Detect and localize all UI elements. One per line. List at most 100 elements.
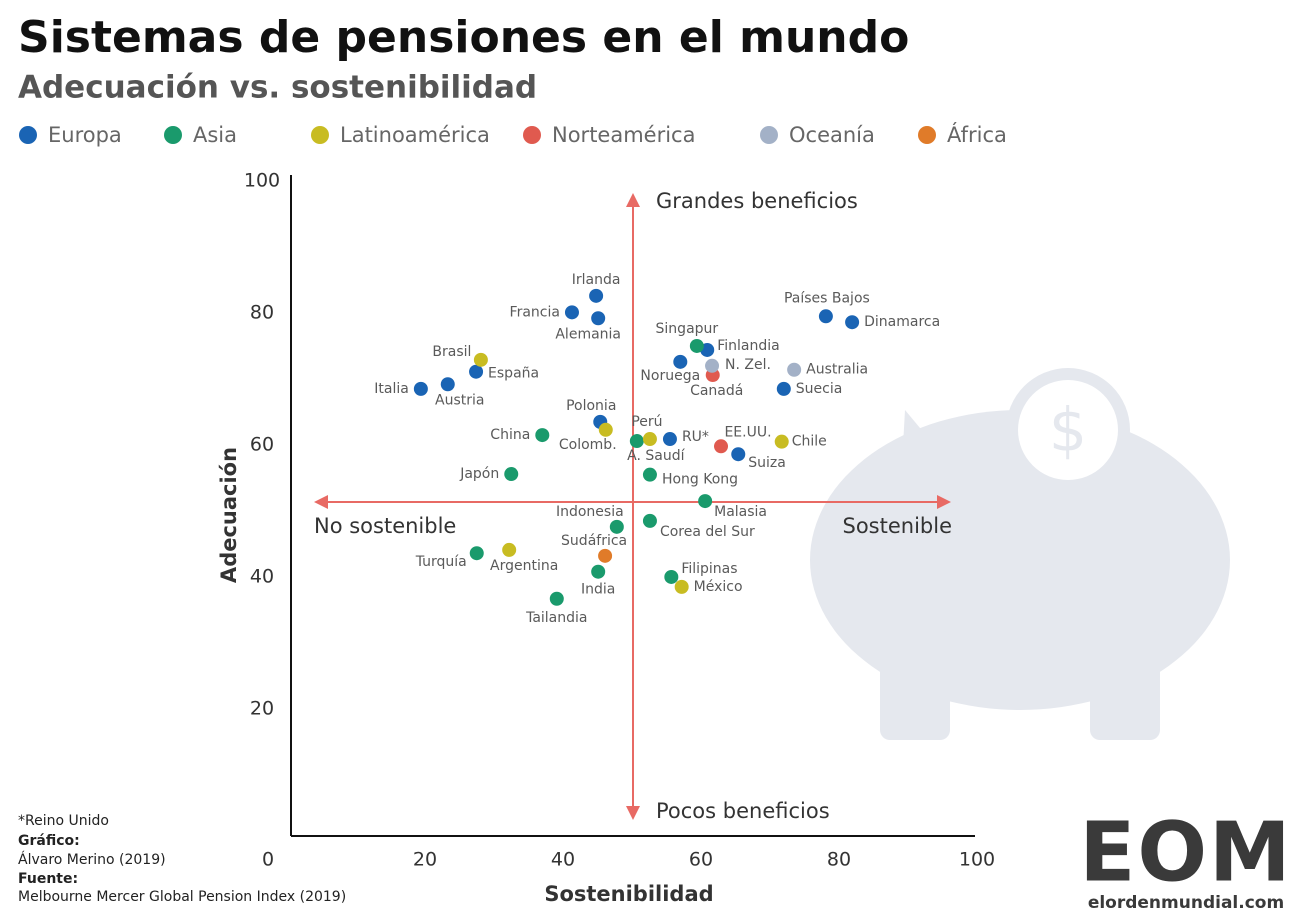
legend-marker — [311, 126, 329, 144]
point-label: Turquía — [415, 554, 467, 570]
point — [673, 354, 688, 369]
legend-label: Europa — [48, 123, 122, 147]
point-label: Francia — [510, 304, 560, 320]
point-label: Suecia — [796, 381, 843, 397]
point-label: Irlanda — [572, 272, 621, 288]
point — [589, 288, 604, 303]
point-label: Canadá — [690, 383, 743, 399]
point — [473, 352, 488, 367]
point-label: Colomb. — [559, 437, 617, 453]
point — [598, 548, 613, 563]
legend-label: Asia — [193, 123, 237, 147]
legend-marker — [164, 126, 182, 144]
footer-text: Álvaro Merino (2019) — [18, 851, 166, 868]
point-label: Alemania — [555, 326, 621, 342]
point-label: China — [490, 427, 530, 443]
point-label: Chile — [792, 434, 827, 450]
x-axis-label: Sostenibilidad — [544, 882, 713, 906]
footnote: *Reino Unido — [18, 813, 109, 829]
point-label: N. Zel. — [725, 357, 771, 373]
point — [774, 434, 789, 449]
point-label: Brasil — [432, 344, 471, 360]
y-tick-label: 40 — [250, 566, 274, 588]
point — [714, 439, 729, 454]
x-tick-label: 80 — [827, 849, 851, 871]
coin-symbol: $ — [1049, 396, 1087, 466]
point — [591, 564, 606, 579]
point-label: Indonesia — [556, 504, 624, 520]
point — [502, 542, 517, 557]
point-label: Italia — [374, 381, 409, 397]
point-label: Tailandia — [525, 610, 587, 626]
point — [591, 311, 606, 326]
point-label: Filipinas — [681, 561, 737, 577]
point — [469, 546, 484, 561]
point-label: Sudáfrica — [561, 533, 627, 549]
point-label: Argentina — [490, 558, 558, 574]
legend-marker — [19, 126, 37, 144]
quadrant-label: Grandes beneficios — [656, 189, 858, 213]
point-label: Corea del Sur — [660, 524, 755, 540]
point — [776, 381, 791, 396]
chart-title: Sistemas de pensiones en el mundo — [18, 12, 909, 63]
footer-heading: Gráfico: — [18, 833, 80, 849]
point — [469, 364, 484, 379]
arrow-head — [626, 806, 640, 820]
point — [818, 309, 833, 324]
footer-text: Melbourne Mercer Global Pension Index (2… — [18, 889, 346, 905]
quadrant-label: No sostenible — [314, 514, 456, 538]
legend-label: África — [947, 122, 1007, 147]
quadrant-label: Sostenible — [842, 514, 952, 538]
point — [549, 591, 564, 606]
legend-marker — [760, 126, 778, 144]
point-label: RU* — [682, 429, 709, 445]
point-label: Noruega — [640, 368, 700, 384]
chart-subtitle: Adecuación vs. sostenibilidad — [18, 70, 537, 106]
coin — [1018, 380, 1118, 480]
legend-label: Oceanía — [789, 123, 875, 147]
point — [845, 315, 860, 330]
point — [413, 381, 428, 396]
y-tick-label: 20 — [250, 698, 274, 720]
y-tick-label: 60 — [250, 434, 274, 456]
legend-marker — [918, 126, 936, 144]
point — [642, 513, 657, 528]
point — [598, 422, 613, 437]
point-label: EE.UU. — [724, 424, 771, 440]
point-label: Japón — [459, 466, 499, 482]
x-tick-label: 40 — [551, 849, 575, 871]
point-label: Suiza — [748, 455, 786, 471]
x-tick-label: 100 — [959, 849, 995, 871]
y-tick-label: 100 — [244, 170, 280, 192]
quadrant-label: Pocos beneficios — [656, 799, 830, 823]
y-tick-label: 80 — [250, 302, 274, 324]
point — [674, 579, 689, 594]
point-label: A. Saudí — [627, 448, 685, 464]
x-tick-label: 60 — [689, 849, 713, 871]
point — [440, 377, 455, 392]
point-label: Dinamarca — [864, 314, 940, 330]
footer-heading: Fuente: — [18, 871, 78, 887]
point — [504, 467, 519, 482]
point — [642, 467, 657, 482]
arrow-head — [314, 495, 328, 509]
point — [698, 494, 713, 509]
point — [535, 428, 550, 443]
logo-mark: EOM — [1079, 805, 1292, 900]
legend-label: Norteamérica — [552, 123, 695, 147]
arrow-head — [626, 193, 640, 207]
point — [731, 447, 746, 462]
point-label: Singapur — [656, 321, 719, 337]
point-label: México — [694, 579, 743, 595]
point — [609, 519, 624, 534]
legend-label: Latinoamérica — [340, 123, 490, 147]
point — [787, 362, 802, 377]
point-label: Países Bajos — [784, 290, 870, 306]
point — [662, 432, 677, 447]
point — [642, 432, 657, 447]
point-label: Polonia — [566, 398, 616, 414]
x-tick-label: 20 — [413, 849, 437, 871]
arrow-head — [937, 495, 951, 509]
point — [664, 569, 679, 584]
